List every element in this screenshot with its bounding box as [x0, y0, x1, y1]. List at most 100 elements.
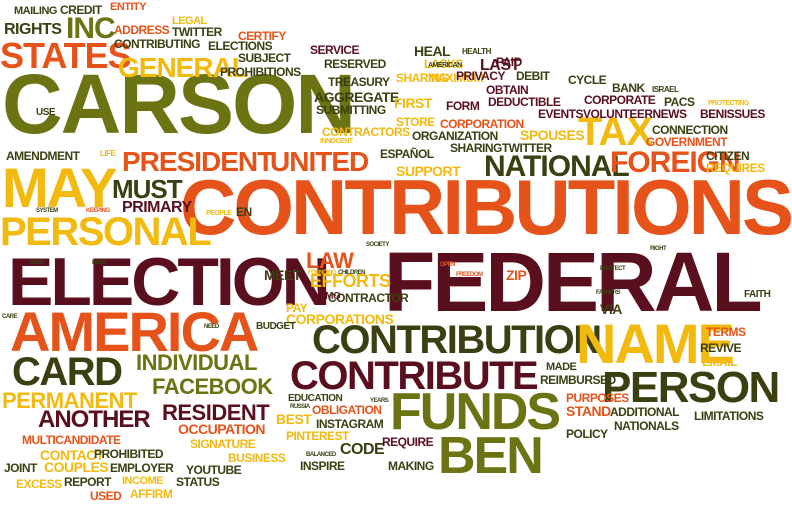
word-lacks: LACKS: [424, 57, 463, 71]
word-may: MAY: [2, 156, 117, 219]
word-general: GENERAL: [118, 52, 249, 83]
word-contractors: CONTRACTORS: [322, 125, 410, 139]
word-stand: STAND: [566, 403, 611, 419]
word-contribute: CONTRIBUTE: [290, 354, 539, 398]
word-government: GOVERNMENT: [646, 135, 728, 149]
word-life: LIFE: [100, 149, 116, 158]
word-organization: ORGANIZATION: [412, 129, 498, 143]
word-mailing: MAILING: [14, 5, 57, 17]
word-need: NEED: [204, 324, 219, 330]
word-service: SERVICE: [310, 43, 359, 57]
word-address: ADDRESS: [114, 23, 170, 37]
word-events: EVENTSVOLUNTEERNEWS: [538, 107, 687, 121]
word-limitations: LIMITATIONS: [694, 409, 764, 423]
word-credit: CREDIT: [60, 3, 102, 17]
word-revive: REVIVE: [700, 341, 742, 355]
word-years: YEARS: [370, 398, 389, 404]
word-prohibitions: PROHIBITIONS: [220, 65, 301, 79]
word-permanent: PERMANENT: [2, 388, 137, 413]
word-faith: FAITH: [744, 289, 771, 300]
word-debt: DEBT: [92, 260, 107, 266]
word-treasury: TREASURY: [328, 75, 390, 89]
word-sharing: SHARING: [396, 71, 448, 85]
word-card: CARD: [12, 350, 123, 394]
word-national: NATIONAL: [484, 150, 630, 183]
word-care: CARE: [2, 314, 18, 320]
word-contractor: CONTRACTOR: [328, 291, 409, 305]
word-keeping: KEEPING: [86, 208, 110, 214]
word-personal: PERSONAL: [0, 210, 212, 254]
word-multicandidate: MULTICANDIDATE: [22, 433, 121, 447]
word-citizen: CITIZEN: [706, 149, 750, 163]
word-spouses: SPOUSES: [520, 127, 585, 143]
word-benissues: BENISSUES: [700, 107, 765, 121]
word-amendment: AMENDMENT: [6, 149, 80, 163]
word-code: CODE: [340, 441, 385, 458]
word-affirm: AFFIRM: [130, 487, 173, 501]
word-open: OPEN: [440, 262, 456, 268]
word-education: EDUCATION: [288, 393, 343, 404]
word-budget: BUDGET: [256, 321, 296, 332]
word-keep: KEEP: [30, 260, 45, 266]
word-society: SOCIETY: [366, 242, 389, 248]
word-income: INCOME: [122, 475, 164, 487]
word-prohibited: PROHIBITED: [94, 447, 164, 461]
word-bank: BANK: [612, 81, 645, 95]
word-espanol: ESPAÑOL: [380, 147, 434, 161]
word-deductible: DEDUCTIBLE: [488, 95, 561, 109]
word-election: ELECTION: [8, 244, 331, 320]
word-employer: EMPLOYER: [110, 461, 174, 475]
word-report: REPORT: [64, 475, 112, 489]
word-en: EN: [236, 205, 252, 219]
word-inc: INC: [66, 12, 116, 45]
word-occupation: OCCUPATION: [178, 421, 266, 437]
word-elections: ELECTIONS: [208, 39, 273, 53]
word-people: PEOPLE: [206, 210, 232, 217]
word-children: CHILDREN: [338, 270, 366, 276]
word-ben: BEN: [438, 427, 544, 485]
word-business: BUSINESS: [228, 451, 286, 465]
word-subject: SUBJECT: [238, 51, 291, 65]
word-legal: LEGAL: [172, 15, 207, 27]
word-purposes: PURPOSES: [566, 391, 629, 405]
word-states: STATES: [0, 35, 132, 76]
word-america: AMERICA: [10, 300, 259, 363]
word-facebook: FACEBOOK: [152, 374, 273, 399]
word-another: ANOTHER: [38, 406, 151, 433]
word-corporate: CORPORATE: [584, 93, 656, 107]
word-status: STATUS: [176, 475, 220, 489]
word-foreign: FOREIGN: [610, 146, 741, 179]
word-freedom: FREEDOM: [456, 272, 483, 278]
word-individual: INDIVIDUAL: [136, 350, 257, 375]
word-made: MADE: [546, 361, 577, 373]
word-system: SYSTEM: [36, 208, 58, 214]
word-best: BEST: [276, 411, 312, 427]
word-corporation: CORPORATION: [440, 117, 524, 131]
word-contribution: CONTRIBUTION: [312, 318, 602, 362]
word-resident: RESIDENT: [162, 400, 270, 425]
word-name: NAME: [576, 312, 735, 375]
word-submitting: SUBMITTING: [316, 103, 386, 117]
word-certify: CERTIFY: [238, 29, 286, 43]
word-protecting: PROTECTING: [708, 100, 749, 107]
word-president: PRESIDENT: [122, 146, 274, 177]
word-use: USE: [36, 107, 56, 118]
word-reserved: RESERVED: [324, 57, 386, 71]
word-meet: MEET: [264, 267, 301, 283]
word-terms: TERMS: [706, 325, 746, 339]
word-pay: PAY: [286, 301, 308, 315]
word-excess: EXCESS: [16, 477, 62, 491]
word-used: USED: [90, 489, 122, 503]
word-signature: SIGNATURE: [190, 437, 256, 451]
word-tax: TAX: [578, 110, 653, 154]
word-carson: CARSON: [2, 57, 356, 151]
word-fathers: FATHERS: [596, 290, 621, 296]
word-aggregate: AGGREGATE: [314, 89, 399, 105]
word-instagram: INSTAGRAM: [316, 417, 384, 431]
word-policy: POLICY: [566, 427, 608, 441]
word-health: HEALTH: [462, 47, 491, 56]
word-protect: PROTECT: [600, 266, 626, 272]
word-contributions: CONTRIBUTIONS: [180, 163, 792, 251]
word-entity: ENTITY: [110, 1, 147, 13]
word-via: VIA: [600, 301, 622, 317]
